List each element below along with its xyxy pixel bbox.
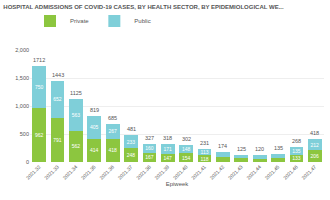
svg-text:2021.40: 2021.40 — [172, 164, 189, 181]
svg-text:206: 206 — [311, 153, 320, 159]
svg-text:Epiweek: Epiweek — [166, 181, 190, 187]
svg-text:2021.42: 2021.42 — [208, 164, 225, 181]
svg-text:2,000: 2,000 — [15, 47, 29, 53]
svg-text:2021.34: 2021.34 — [61, 164, 78, 181]
svg-text:113: 113 — [200, 149, 208, 155]
svg-text:135: 135 — [292, 148, 301, 154]
svg-text:2021.35: 2021.35 — [80, 164, 97, 181]
svg-text:1125: 1125 — [70, 90, 82, 96]
svg-text:750: 750 — [35, 84, 44, 90]
svg-text:685: 685 — [108, 115, 117, 121]
svg-text:Public: Public — [134, 18, 150, 24]
svg-text:2021.38: 2021.38 — [135, 164, 152, 181]
svg-text:1,500: 1,500 — [15, 75, 29, 81]
svg-text:160: 160 — [145, 145, 154, 151]
svg-text:414: 414 — [90, 147, 99, 153]
svg-text:118: 118 — [200, 156, 208, 162]
svg-text:562: 562 — [72, 143, 81, 149]
svg-text:125: 125 — [237, 146, 246, 152]
svg-text:302: 302 — [182, 136, 191, 142]
svg-text:133: 133 — [292, 155, 301, 161]
svg-text:2021.36: 2021.36 — [98, 164, 115, 181]
svg-text:267: 267 — [108, 128, 117, 134]
svg-text:481: 481 — [127, 126, 136, 132]
svg-text:167: 167 — [145, 154, 154, 160]
svg-text:2021.37: 2021.37 — [117, 164, 134, 181]
svg-text:0: 0 — [26, 159, 29, 165]
svg-text:268: 268 — [292, 138, 301, 144]
svg-text:1443: 1443 — [52, 72, 64, 78]
svg-text:2021.33: 2021.33 — [43, 164, 60, 181]
svg-text:418: 418 — [108, 147, 117, 153]
svg-text:2021.39: 2021.39 — [153, 164, 170, 181]
svg-text:248: 248 — [127, 152, 136, 158]
svg-text:174: 174 — [218, 143, 227, 149]
svg-text:2021.45: 2021.45 — [264, 164, 281, 181]
svg-text:2021.41: 2021.41 — [190, 164, 207, 181]
svg-text:171: 171 — [164, 146, 173, 152]
svg-text:212: 212 — [311, 142, 320, 148]
svg-text:233: 233 — [127, 139, 136, 145]
svg-text:2021.44: 2021.44 — [245, 164, 262, 181]
svg-text:HOSPITAL ADMISSIONS OF COVID-1: HOSPITAL ADMISSIONS OF COVID-19 CASES, B… — [3, 4, 284, 10]
svg-text:500: 500 — [20, 131, 29, 137]
svg-text:135: 135 — [274, 145, 283, 151]
svg-text:791: 791 — [53, 137, 62, 143]
svg-text:418: 418 — [310, 130, 319, 136]
svg-text:1712: 1712 — [33, 57, 45, 63]
svg-text:318: 318 — [163, 135, 172, 141]
svg-text:1,000: 1,000 — [15, 103, 29, 109]
svg-text:819: 819 — [90, 107, 99, 113]
svg-text:962: 962 — [35, 132, 44, 138]
svg-text:2021.32: 2021.32 — [25, 164, 42, 181]
svg-text:2021.46: 2021.46 — [282, 164, 299, 181]
svg-text:2021.47: 2021.47 — [300, 164, 317, 181]
svg-text:231: 231 — [200, 140, 209, 146]
svg-text:148: 148 — [182, 146, 191, 152]
svg-text:120: 120 — [255, 146, 264, 152]
svg-text:652: 652 — [53, 96, 62, 102]
svg-text:147: 147 — [164, 155, 173, 161]
svg-text:405: 405 — [90, 124, 99, 130]
svg-text:327: 327 — [145, 135, 154, 141]
svg-text:Private: Private — [70, 18, 89, 24]
svg-text:154: 154 — [182, 155, 191, 161]
svg-text:2021.43: 2021.43 — [227, 164, 244, 181]
svg-text:563: 563 — [72, 112, 81, 118]
